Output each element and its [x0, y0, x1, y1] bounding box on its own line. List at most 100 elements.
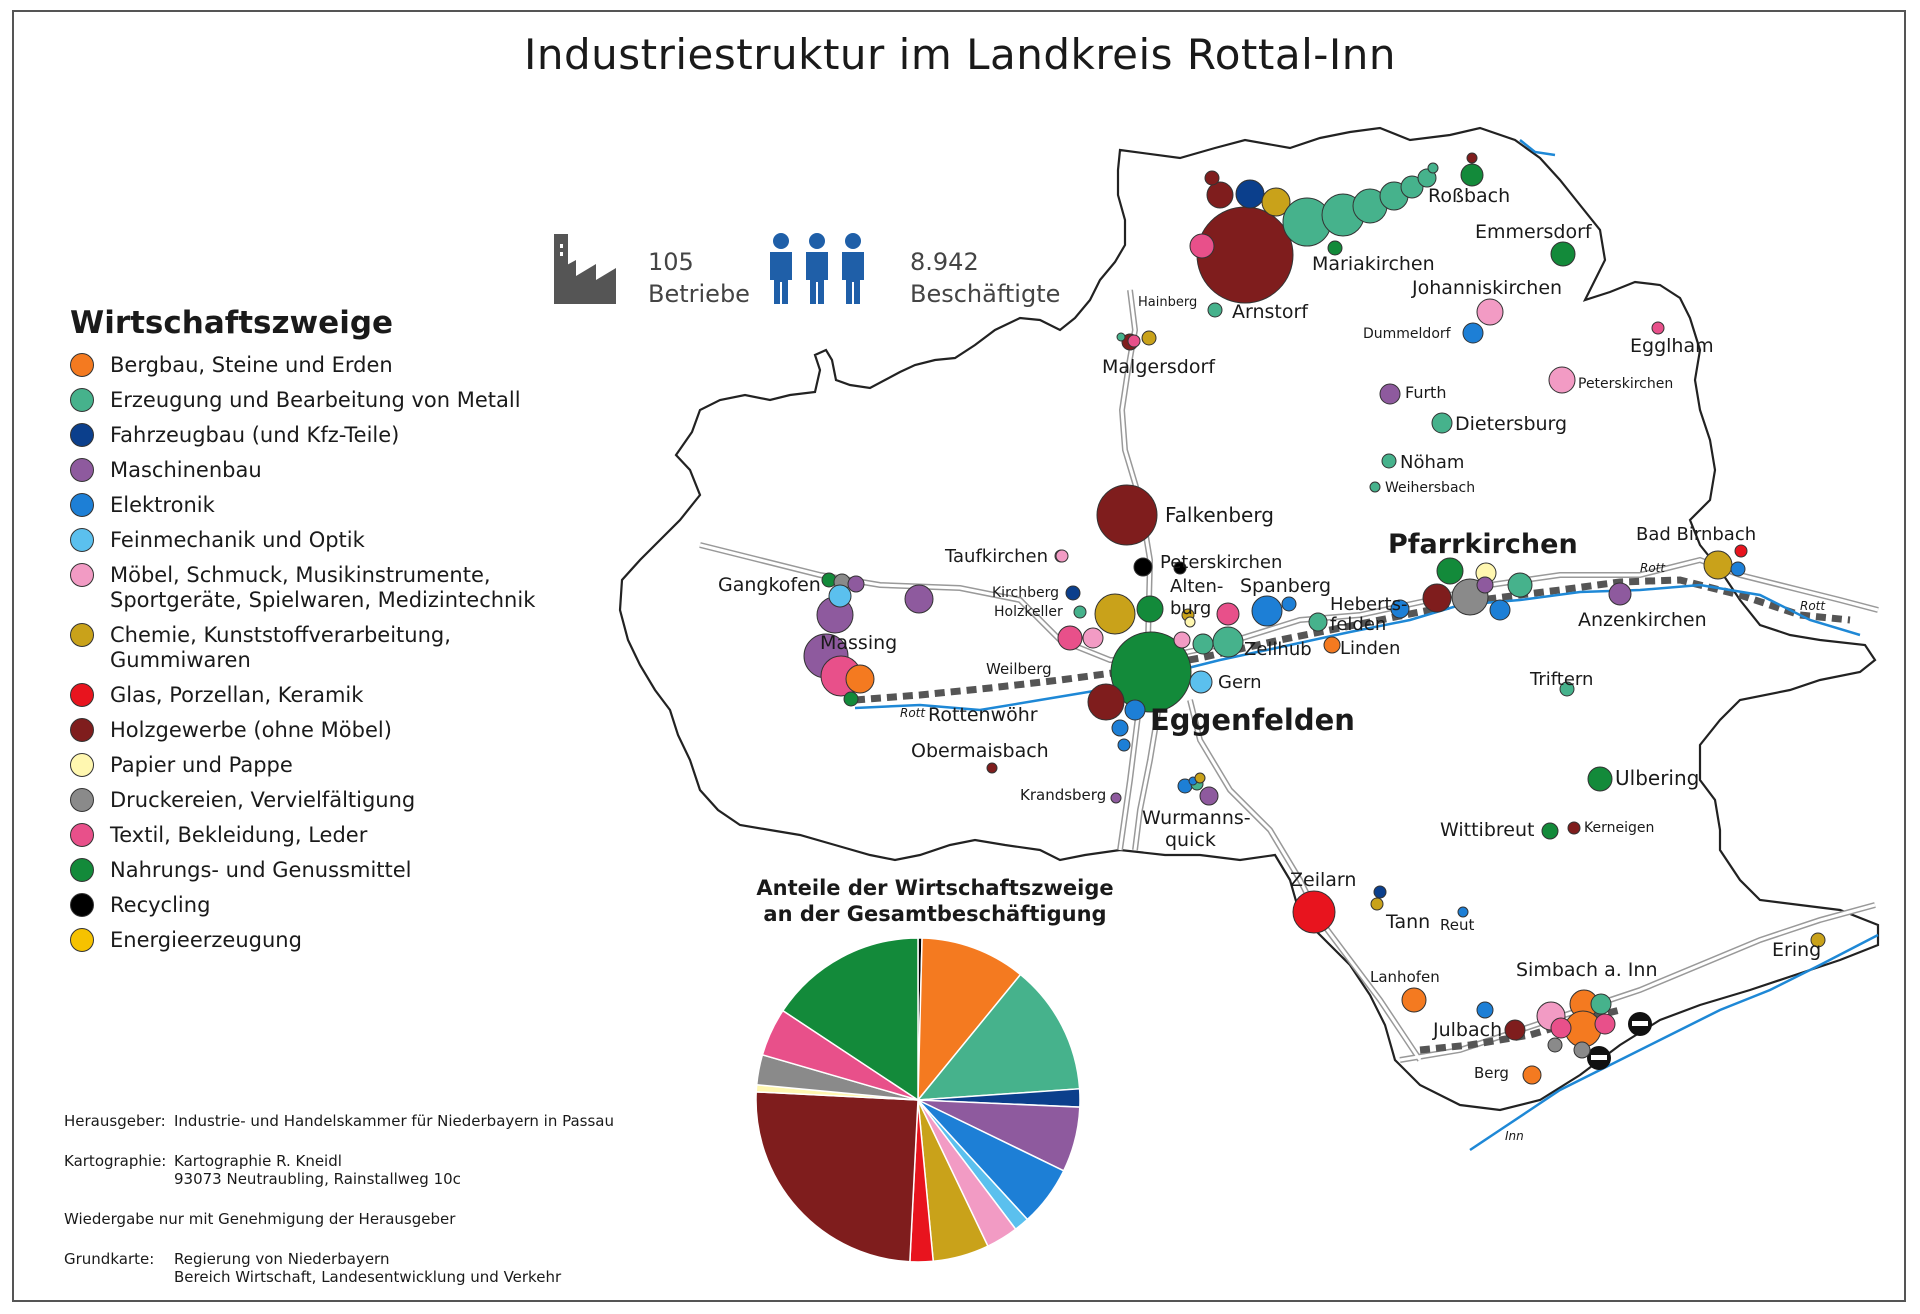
place-egglham: Egglham [1630, 335, 1714, 357]
place-peterskirchen: Peterskirchen [1578, 376, 1673, 392]
legend-item: Erzeugung und Bearbeitung von Metall [70, 388, 570, 413]
place-wittibreut: Wittibreut [1440, 819, 1534, 841]
enterprise-circle [1550, 1017, 1572, 1039]
enterprise-circle [1608, 582, 1632, 606]
place-falkenberg: Falkenberg [1165, 503, 1274, 527]
enterprise-circle [1212, 626, 1244, 658]
enterprise-circle [828, 584, 852, 608]
enterprise-circle [1703, 550, 1733, 580]
legend-label: Glas, Porzellan, Keramik [110, 683, 364, 707]
legend-label: Nahrungs- und Genussmittel [110, 858, 412, 882]
hub-part: hub [1277, 639, 1311, 660]
beschaeftigte-label: Beschäftigte [910, 280, 1061, 308]
wurmannsquick-line1: Wurmanns- [1142, 807, 1251, 829]
legend: Wirtschaftszweige Bergbau, Steine und Er… [70, 305, 570, 963]
enterprise-circle [1189, 670, 1213, 694]
legend-swatch [70, 388, 94, 412]
legend-label: Recycling [110, 893, 211, 917]
legend-swatch [70, 458, 94, 482]
enterprise-circle [1082, 627, 1104, 649]
place-hebertsfelden: Heberts- felden [1330, 594, 1413, 635]
place-triftern: Triftern [1529, 669, 1593, 690]
place-spanberg: Spanberg [1240, 575, 1331, 597]
place-weilberg: Weilberg [986, 660, 1052, 678]
place-lanhofen: Lanhofen [1370, 968, 1440, 986]
place-reut: Reut [1440, 916, 1474, 934]
legend-item: Papier und Pappe [70, 753, 570, 778]
enterprise-circle [1194, 772, 1206, 784]
legend-item: Textil, Bekleidung, Leder [70, 823, 570, 848]
enterprise-circle [1065, 585, 1081, 601]
enterprise-circle [1327, 240, 1343, 256]
place-malgersdorf: Malgersdorf [1102, 356, 1216, 378]
enterprise-circle [1504, 1019, 1526, 1041]
place-holzkeller: Holzkeller [994, 604, 1063, 620]
enterprise-circle [1136, 595, 1164, 623]
enterprise-circle [1422, 583, 1452, 613]
legend-label: Feinmechanik und Optik [110, 528, 365, 552]
enterprise-circle [1189, 233, 1215, 259]
border-crossing-icon [1587, 1012, 1652, 1070]
enterprise-circle [1370, 897, 1384, 911]
enterprise-circle [1476, 298, 1504, 326]
legend-label: Chemie, Kunststoffverarbeitung, Gummiwar… [110, 623, 451, 672]
enterprise-circle [1547, 1037, 1563, 1053]
place-eggenfelden: Eggenfelden [1150, 703, 1355, 737]
enterprise-circle [1522, 1065, 1542, 1085]
rivers [854, 139, 1879, 1152]
enterprise-circle [1199, 786, 1219, 806]
legend-item: Energieerzeugung [70, 928, 570, 953]
legend-label: Papier und Pappe [110, 753, 293, 777]
place-pfarrkirchen: Pfarrkirchen [1388, 529, 1578, 560]
pie-slice [916, 973, 1081, 1101]
enterprise-circle [1323, 636, 1341, 654]
enterprise-circle [1476, 1001, 1494, 1019]
enterprise-circle [1096, 484, 1158, 546]
place-tann: Tann [1385, 911, 1430, 933]
legend-swatch [70, 753, 94, 777]
legend-swatch [70, 928, 94, 952]
enterprise-circle [1308, 612, 1328, 632]
legend-label: Bergbau, Steine und Erden [110, 353, 393, 377]
enterprise-circle [845, 664, 875, 694]
enterprise-circle [1173, 631, 1191, 649]
enterprise-circle [1548, 366, 1576, 394]
place-linden: Linden [1340, 638, 1400, 659]
legend-swatch [70, 493, 94, 517]
employment-share-pie [755, 937, 1081, 1263]
credit-value: Kartographie R. Kneidl 93073 Neutraublin… [174, 1152, 461, 1188]
place-rossbach: Roßbach [1428, 185, 1510, 207]
enterprise-circle [904, 584, 934, 614]
map-title: Industriestruktur im Landkreis Rottal-In… [523, 30, 1397, 79]
enterprise-circle [1390, 599, 1410, 619]
legend-item: Möbel, Schmuck, Musikinstrumente, Sportg… [70, 563, 570, 613]
place-gangkofen: Gangkofen [718, 574, 821, 596]
legend-item: Nahrungs- und Genussmittel [70, 858, 570, 883]
enterprise-circle [986, 762, 998, 774]
enterprise-circle [1550, 241, 1576, 267]
credit-key: Kartographie: [64, 1152, 167, 1170]
place-kirchberg: Kirchberg [992, 585, 1059, 601]
place-zellhub: Zellhub [1244, 639, 1312, 660]
enterprise-circle [1204, 170, 1220, 186]
legend-item: Fahrzeugbau (und Kfz-Teile) [70, 423, 570, 448]
enterprise-circle [1173, 561, 1187, 575]
enterprise-circle [1476, 576, 1494, 594]
map-frame [12, 10, 1906, 1302]
enterprise-circle [1057, 625, 1083, 651]
enterprise-circle [1073, 605, 1087, 619]
place-rottenwoehr: Rottenwöhr [928, 704, 1038, 726]
place-hainberg: Hainberg [1138, 295, 1197, 310]
enterprise-circle [1417, 168, 1437, 188]
place-peterskirchen-central: Peterskirchen [1160, 552, 1282, 573]
river-label-rott: Rott [1800, 599, 1826, 613]
river-label-inn: Inn [1505, 1129, 1524, 1143]
enterprise-circle [1196, 206, 1294, 304]
enterprise-circle [1110, 631, 1192, 713]
place-berg: Berg [1474, 1064, 1509, 1082]
legend-title: Wirtschaftszweige [70, 305, 394, 341]
place-furth: Furth [1405, 383, 1446, 402]
factory-icon [554, 234, 616, 304]
credits: Herausgeber: Industrie- und Handelskamme… [64, 1112, 614, 1308]
enterprise-circle [1507, 572, 1533, 598]
